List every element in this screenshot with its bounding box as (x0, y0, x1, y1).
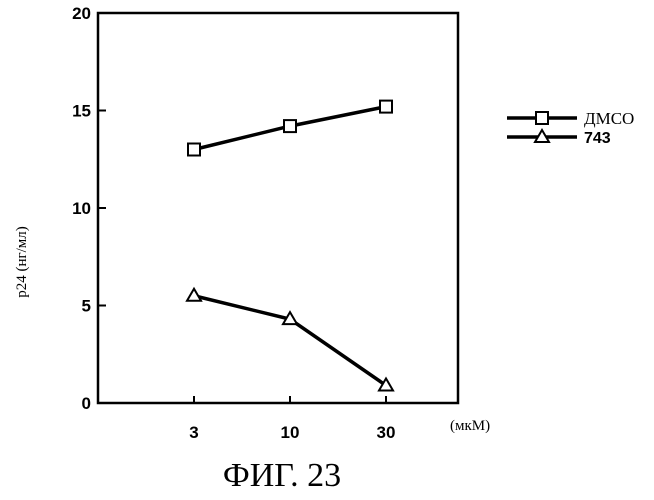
x-tick-label: 3 (189, 423, 198, 442)
plot-frame (98, 13, 458, 403)
square-marker (536, 112, 548, 124)
y-tick-label: 10 (72, 199, 91, 218)
y-axis-ticks: 0 5 10 15 20 (72, 4, 106, 413)
figure-caption: ФИГ. 23 (223, 457, 341, 494)
square-marker (188, 144, 200, 156)
y-tick-label: 20 (72, 4, 91, 23)
y-tick-label: 0 (82, 394, 91, 413)
x-tick-label: 10 (281, 423, 300, 442)
legend-label: ДМСО (584, 109, 634, 128)
plot-border (98, 13, 458, 403)
series-group (187, 101, 393, 391)
series-line (194, 296, 386, 386)
legend: ДМСО 743 (507, 109, 634, 147)
y-tick-label: 5 (82, 297, 91, 316)
square-marker (284, 120, 296, 132)
square-marker (380, 101, 392, 113)
y-axis-label: p24 (нг/мл) (14, 226, 30, 298)
legend-label: 743 (584, 130, 611, 147)
x-axis-unit: (мкМ) (450, 418, 490, 434)
series-743 (187, 289, 393, 391)
x-tick-label: 30 (377, 423, 396, 442)
y-tick-label: 15 (72, 102, 91, 121)
triangle-marker (187, 289, 201, 301)
series-dmso (188, 101, 392, 156)
